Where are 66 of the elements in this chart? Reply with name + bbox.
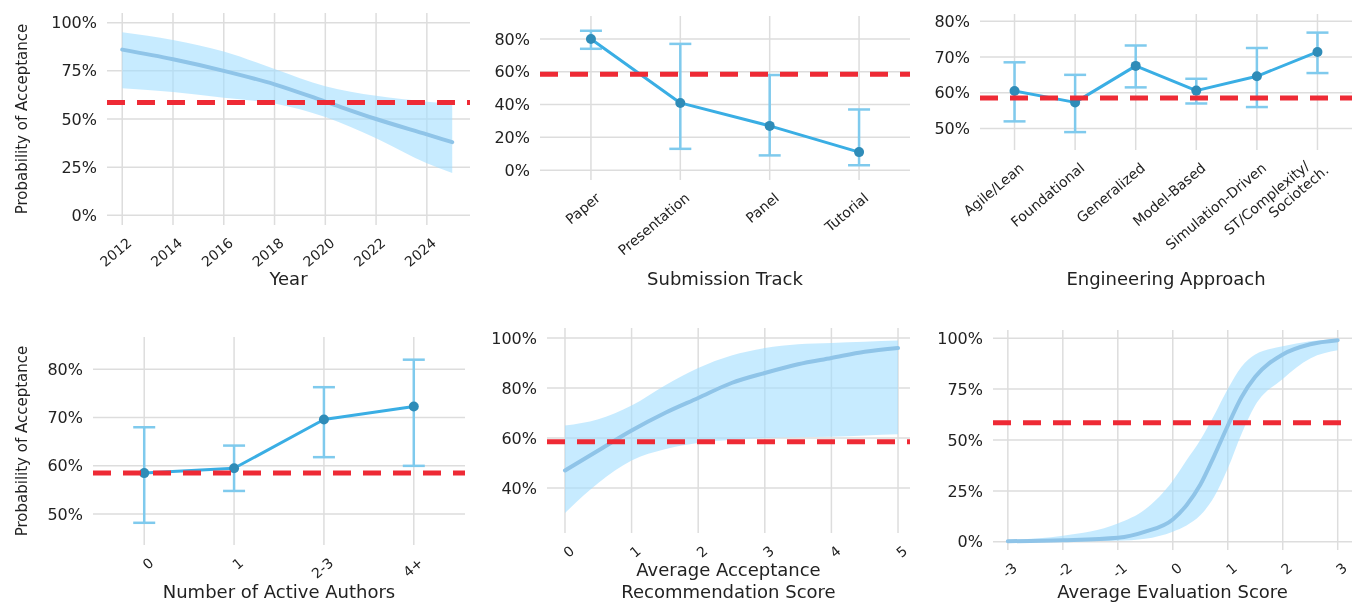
y-tick-label: 100%: [491, 328, 537, 348]
y-tick-label: 25%: [61, 157, 97, 177]
x-axis-title: Engineering Approach: [1066, 268, 1266, 289]
x-axis-title: Year: [268, 268, 309, 289]
line-series: [562, 346, 901, 473]
x-tick-label: 1: [229, 554, 247, 573]
y-tick-label: 25%: [947, 481, 983, 501]
point: [1312, 46, 1323, 57]
y-tick-label: 80%: [494, 29, 530, 49]
y-tick-label: 0%: [957, 532, 983, 552]
y-tick-label: 100%: [51, 13, 97, 33]
y-tick-label: 60%: [494, 62, 530, 82]
y-tick-label: 75%: [947, 379, 983, 399]
y-tick-label: 60%: [934, 83, 970, 103]
point: [1191, 85, 1202, 96]
x-tick-label: 2: [693, 542, 711, 561]
y-tick-label: 60%: [47, 456, 83, 476]
y-tick-label: 100%: [937, 328, 983, 348]
point: [408, 401, 419, 412]
x-tick-label: 3: [1332, 559, 1350, 578]
y-tick-label: 40%: [501, 478, 537, 498]
line-series: [120, 47, 455, 145]
y-tick-label: 80%: [934, 11, 970, 31]
x-axis-title: Number of Active Authors: [162, 581, 396, 602]
y-tick-label: 0%: [504, 160, 530, 180]
y-tick-label: 50%: [61, 109, 97, 129]
x-tick-label: 0: [139, 554, 157, 573]
x-tick-label: 0: [560, 542, 578, 561]
x-tick-label: -2: [1054, 559, 1076, 581]
y-tick-label: 70%: [934, 47, 970, 67]
y-tick-label: 70%: [47, 408, 83, 428]
x-tick-label: -3: [999, 559, 1021, 581]
y-tick-label: 80%: [501, 378, 537, 398]
point: [318, 414, 329, 425]
x-tick-label: 0: [1167, 559, 1185, 578]
x-axis-title: Average Evaluation Score: [1057, 581, 1288, 602]
x-tick-label: 4+: [399, 554, 427, 581]
y-tick-label: 50%: [947, 430, 983, 450]
y-axis-title: Probability of Acceptance: [13, 345, 31, 537]
point: [229, 463, 240, 474]
y-tick-label: 75%: [61, 61, 97, 81]
y-tick-label: 40%: [494, 95, 530, 115]
x-tick-label: 5: [893, 542, 911, 561]
x-axis-title: Average Acceptance Recommendation Score: [621, 559, 836, 602]
point: [854, 147, 865, 158]
point: [1009, 85, 1020, 96]
point: [585, 33, 596, 44]
point: [764, 120, 775, 131]
y-tick-label: 20%: [494, 127, 530, 147]
y-tick-label: 0%: [71, 205, 97, 225]
x-tick-label: 2-3: [308, 554, 337, 582]
x-tick-label: -1: [1109, 559, 1131, 581]
y-tick-label: 60%: [501, 428, 537, 448]
point: [675, 97, 686, 108]
x-tick-label: 2: [1277, 559, 1295, 578]
point: [1130, 60, 1141, 71]
x-tick-label: 3: [759, 542, 778, 561]
y-axis-title: Probability of Acceptance: [13, 23, 31, 215]
y-tick-label: 50%: [934, 119, 970, 139]
y-tick-label: 80%: [47, 359, 83, 379]
x-axis-title: Submission Track: [647, 268, 804, 289]
y-tick-label: 50%: [47, 504, 83, 524]
x-tick-label: 4: [826, 542, 844, 561]
x-tick-label: 1: [1222, 559, 1240, 578]
x-tick-label: 1: [626, 542, 644, 561]
point: [1251, 71, 1262, 82]
